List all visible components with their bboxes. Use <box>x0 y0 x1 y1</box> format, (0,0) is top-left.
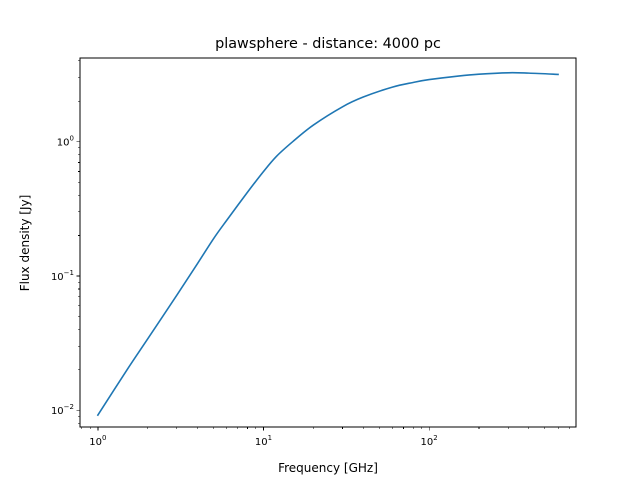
x-tick-label: 102 <box>421 434 438 448</box>
axes-frame <box>79 57 577 428</box>
y-axis-label: Flux density [Jy] <box>18 195 32 292</box>
y-tick-label: 10−2 <box>51 403 74 417</box>
y-tick-label: 10−1 <box>51 269 74 283</box>
series-line <box>96 71 559 417</box>
chart-title: plawsphere - distance: 4000 pc <box>215 36 441 52</box>
x-tick-label: 101 <box>255 434 272 448</box>
y-tick-label: 100 <box>57 135 74 149</box>
x-axis-label: Frequency [GHz] <box>278 461 378 475</box>
x-tick-label: 100 <box>89 434 106 448</box>
